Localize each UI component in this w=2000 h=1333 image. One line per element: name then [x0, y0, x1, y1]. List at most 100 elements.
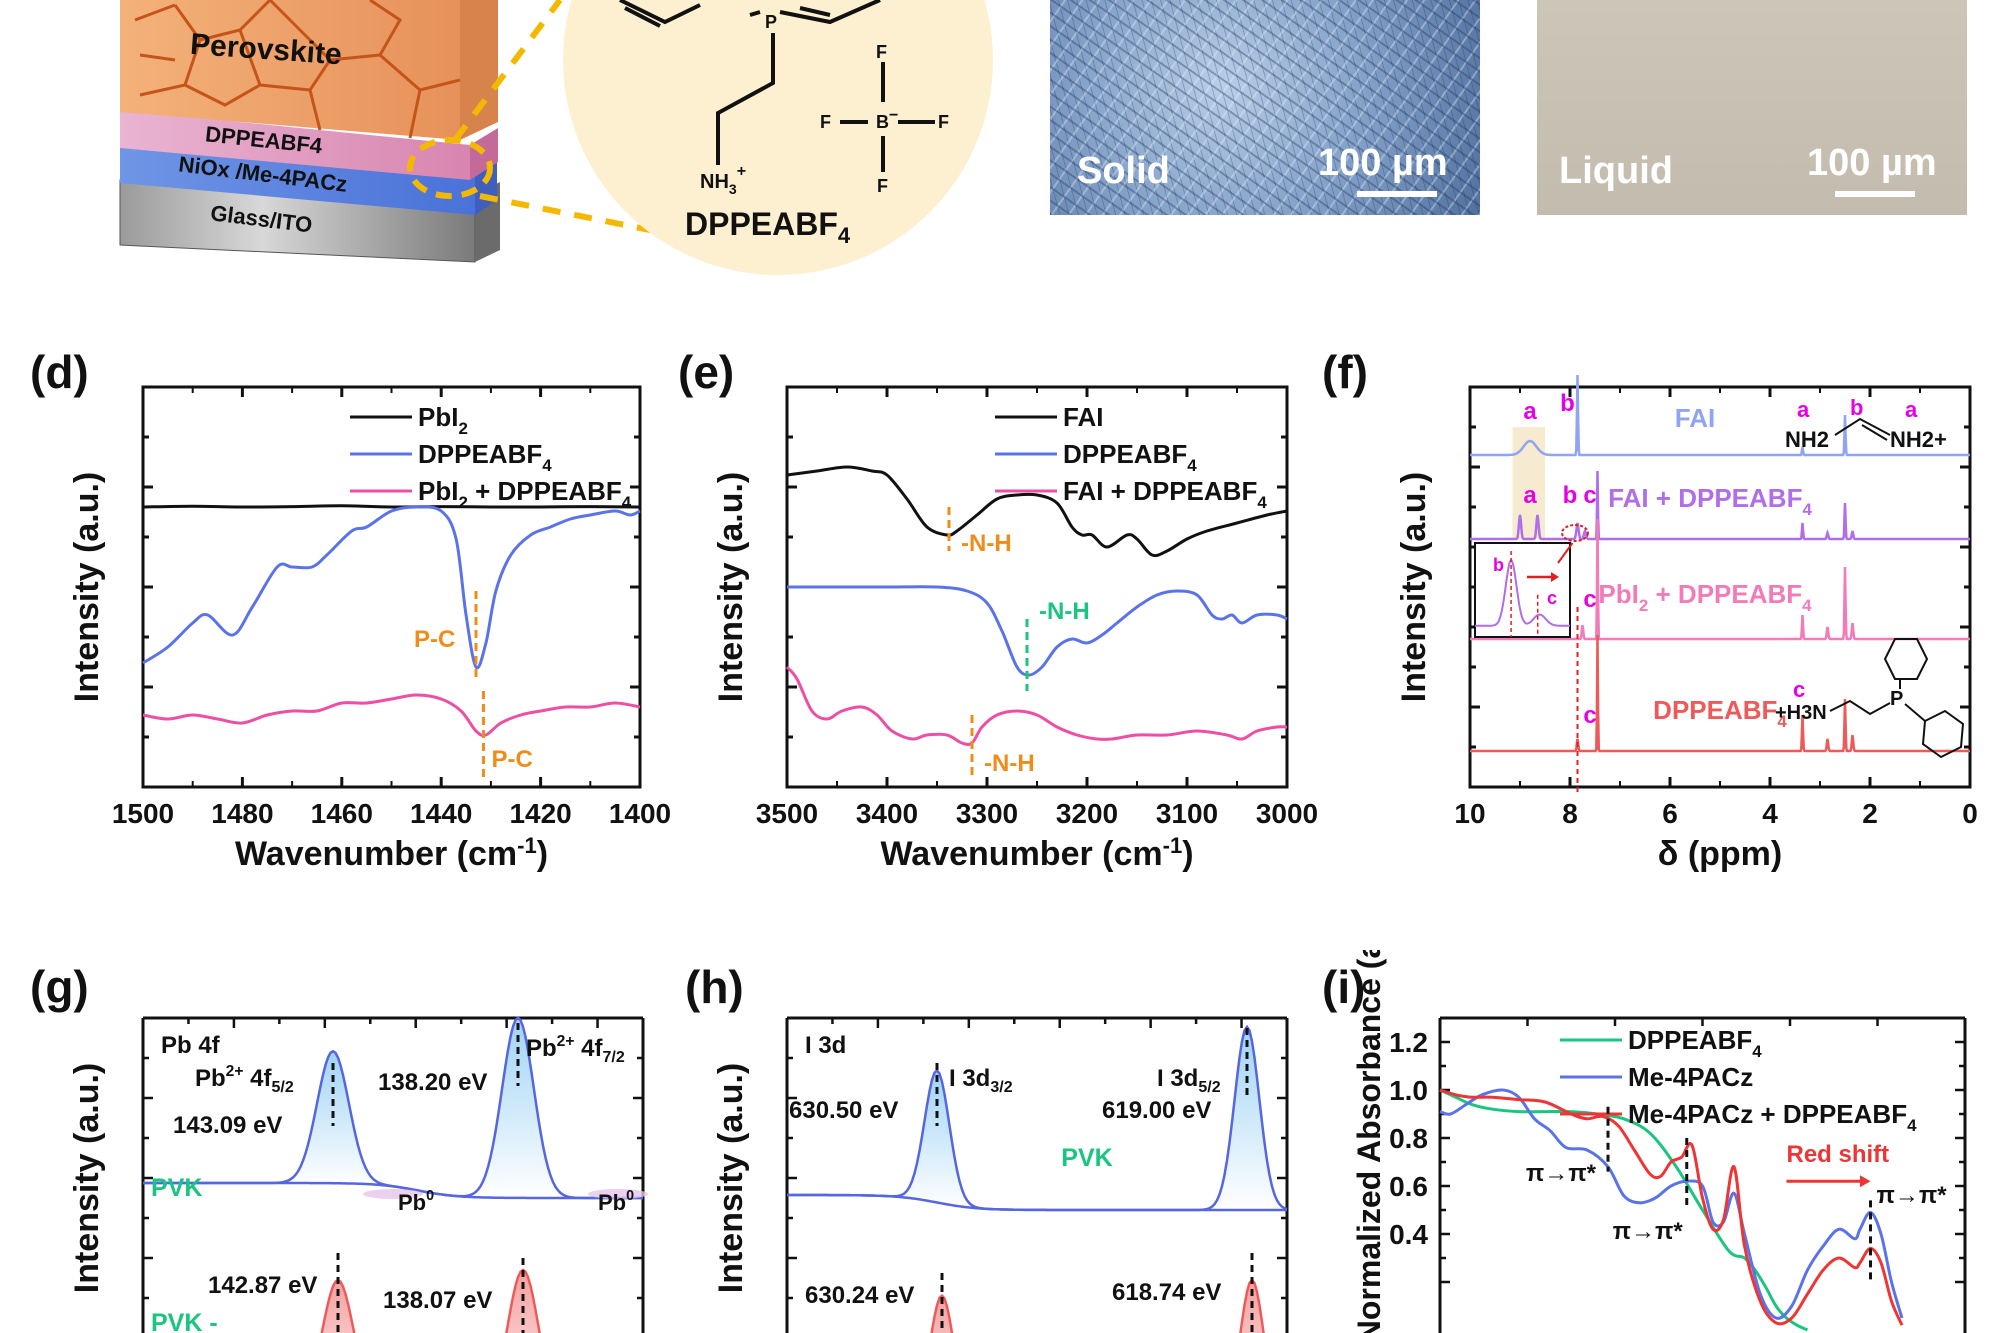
- liquid-label: Liquid: [1559, 150, 1673, 192]
- minor-label-pb0-2: Pb0​: [598, 1188, 634, 1215]
- annotation-pi-left: π→π*: [1526, 1160, 1597, 1187]
- fai-nh2-left: NH2: [1785, 427, 1829, 452]
- pb0-component-0: [363, 1189, 423, 1199]
- y-tick-label-i: 0.4: [1389, 1219, 1428, 1250]
- x-tick-label-f: 6: [1662, 798, 1678, 829]
- energy-label-618-74: 618.74 eV: [1112, 1279, 1221, 1306]
- inset-source-ellipse: [1561, 524, 1589, 542]
- molecule-circle: [563, 0, 993, 275]
- pvk-spectrum-envelope: [786, 1024, 1288, 1212]
- energy-label-630-50: 630.50 eV: [789, 1097, 898, 1124]
- annotation-label-nh-fai: -N-H: [961, 530, 1012, 557]
- grain-boundaries: [134, 0, 461, 139]
- series-line-fai: [786, 465, 1288, 558]
- series-line-dppeabf4: [787, 585, 1288, 677]
- x-tick-label-d: 1420: [509, 798, 571, 829]
- panel-label-i: (i): [1322, 961, 1366, 1013]
- fai-label-b: b: [1850, 395, 1863, 420]
- x-tick-label-e: 3100: [1156, 798, 1218, 829]
- series-line-dppeabf4: [142, 505, 641, 670]
- fai-label-a2: a: [1905, 397, 1918, 422]
- annotation-label-nh-dppea: -N-H: [1039, 598, 1090, 625]
- x-axis-label-e: Wavenumber (cm-1): [880, 833, 1193, 873]
- x-tick-label-f: 8: [1562, 798, 1578, 829]
- inner-title-g: Pb 4f: [161, 1032, 221, 1059]
- scale-bar-label-solid: 100 µm: [1318, 142, 1448, 184]
- series-line-fai-dppeabf4: [785, 665, 1288, 747]
- panel-label-f: (f): [1322, 346, 1368, 398]
- x-tick-label-d: 1400: [609, 798, 670, 829]
- dppeabf4-structure: [619, 0, 935, 172]
- energy-label-143-09: 143.09 eV: [173, 1112, 282, 1139]
- pvk-spectrum-peak-fill-1: [1204, 1027, 1287, 1210]
- inset-label-b: b: [1493, 555, 1504, 575]
- x-tick-label-f: 10: [1454, 798, 1485, 829]
- x-tick-label-f: 4: [1762, 798, 1778, 829]
- scale-bar-label-liquid: 100 µm: [1807, 142, 1937, 184]
- series-label-pvk: PVK: [151, 1174, 202, 1202]
- legend-label-i: Me-4PACz + DPPEABF4​: [1628, 1099, 1917, 1135]
- pb0-component-1: [588, 1189, 648, 1199]
- y-axis-label-g: Intensity (a.u.): [68, 1063, 106, 1293]
- nmr-spectrum-pbi2-dppeabf4: [1470, 518, 1970, 641]
- annotation-red-shift: Red shift: [1787, 1141, 1890, 1168]
- pvk-spectrum-envelope: [143, 1016, 644, 1200]
- dppea-phenyl-bottom: [1921, 709, 1965, 759]
- series-line-dppeabf4: [1439, 1088, 1809, 1332]
- x-tick-label-d: 1500: [112, 798, 174, 829]
- chart-h-xps-i3d: Intensity (a.u.) I 3d I 3d3/2 630.50 eV I 3d…: [712, 1016, 1289, 1333]
- series-label-1: FAI + DPPEABF4​: [1608, 483, 1812, 519]
- annotation-pi-middle: π→π*: [1613, 1218, 1684, 1245]
- y-axis-label-e: Intensity (a.u.): [712, 472, 750, 702]
- inset-frame: [1474, 542, 1571, 638]
- x-tick-label-d: 1480: [211, 798, 273, 829]
- dppea-p: P: [1890, 688, 1903, 710]
- pvk-dppea-spectrum-peak-fill-1: [506, 1269, 540, 1333]
- solid-microscope-image: Solid 100 µm: [1050, 0, 1480, 215]
- x-tick-label-e: 3200: [1056, 798, 1118, 829]
- peak-letter-a: a: [1523, 482, 1537, 509]
- x-tick-label-f: 0: [1962, 798, 1978, 829]
- pvk-spectrum-peak-fill-0: [278, 1051, 388, 1186]
- y-tick-label-i: 1.0: [1389, 1075, 1428, 1106]
- atom-b: B−: [876, 107, 898, 132]
- dppea-p-bond-bottom: [1904, 703, 1926, 722]
- scale-bar-solid: [1357, 191, 1437, 197]
- energy-label-630-24: 630.24 eV: [805, 1282, 914, 1309]
- panel-label-e: (e): [678, 346, 735, 398]
- energy-label-138-20: 138.20 eV: [378, 1069, 487, 1096]
- fai-label-a: a: [1797, 397, 1810, 422]
- device-stack-illustration: Perovskite DPPEABF4 NiOx /Me-4PACz Glass…: [0, 0, 1000, 280]
- dppea-phenyl-top: [1883, 638, 1929, 680]
- x-tick-label-d: 1440: [410, 798, 472, 829]
- nmr-spectrum-fai: [1470, 374, 1970, 457]
- molecule-name: DPPEABF4: [685, 206, 851, 248]
- peak-label-i-3d52: I 3d5/2: [1157, 1065, 1221, 1096]
- pvk-spectrum-peak-fill-1: [463, 1017, 573, 1198]
- dppea-h3n: +H3N: [1775, 702, 1827, 724]
- peak-letter-c: c: [1583, 702, 1596, 729]
- atom-f-right: F: [938, 112, 949, 132]
- y-axis-label-f: Intensity (a.u.): [1395, 472, 1433, 702]
- series-line-pbi2: [142, 504, 641, 509]
- niox-layer: [120, 140, 475, 215]
- atom-f-bottom: F: [877, 176, 888, 196]
- atom-nh3: NH3+: [700, 163, 746, 197]
- plot-frame-d: [141, 385, 642, 789]
- y-axis-label-d: Intensity (a.u.): [68, 472, 106, 702]
- inset-pointer-line: [1557, 542, 1574, 564]
- x-tick-label-e: 3000: [1256, 798, 1318, 829]
- x-tick-label-d: 1460: [311, 798, 373, 829]
- peak-letter-b: b: [1563, 482, 1578, 509]
- peak-letter-c: c: [1583, 586, 1596, 613]
- annotation-label-p-c-mix: P-C: [491, 746, 532, 773]
- nmr-spectrum-fai-dppeabf4: [1470, 470, 1970, 541]
- chart-g-xps-pb4f: Intensity (a.u.) Pb 4f Pb2+​ 4f5/2 143.09 e…: [68, 1016, 648, 1333]
- perovskite-layer: [120, 0, 460, 140]
- peak-letter-c: c: [1583, 482, 1596, 509]
- y-axis-label-h: Intensity (a.u.): [712, 1063, 750, 1293]
- dppea-label-c: c: [1793, 677, 1805, 702]
- annotation-pi-right: π→π*: [1877, 1182, 1948, 1209]
- series-label-pvk-dppea: PVK -: [151, 1309, 218, 1333]
- legend-label-d: DPPEABF4​: [418, 439, 552, 475]
